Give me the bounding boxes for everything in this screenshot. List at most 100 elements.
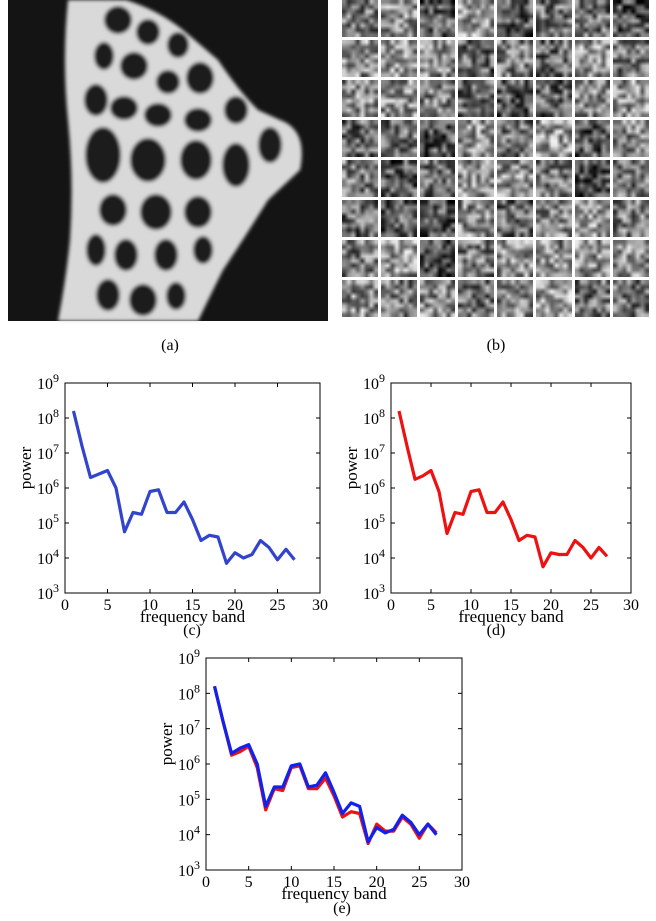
filter-patch <box>535 120 572 157</box>
filter-patch <box>458 200 494 237</box>
x-axis-label: frequency band <box>281 884 387 903</box>
caption-e: (e) <box>333 900 351 917</box>
x-tick-label: 30 <box>454 874 470 891</box>
y-tick-label: 104 <box>178 823 200 845</box>
filter-patch <box>458 120 494 157</box>
filter-patch <box>497 160 533 197</box>
y-tick-label: 107 <box>37 441 59 463</box>
caption-d: (d) <box>486 622 506 639</box>
x-tick-label: 10 <box>283 874 299 891</box>
filter-patch <box>419 40 456 77</box>
filter-patch <box>380 240 417 277</box>
series-line-1 <box>212 685 438 846</box>
filter-patch <box>458 280 494 317</box>
y-tick-label: 105 <box>178 787 200 809</box>
filter-patch <box>535 0 572 37</box>
caption-b: (b) <box>486 337 506 354</box>
series-line-1 <box>397 410 609 569</box>
y-tick-label: 108 <box>37 406 59 428</box>
y-axis-label: power <box>16 446 35 489</box>
filter-patch <box>419 280 456 317</box>
filter-patch <box>535 240 572 277</box>
filter-patch <box>497 120 533 157</box>
filter-patch <box>535 280 572 317</box>
filter-patch <box>380 80 417 117</box>
caption-a: (a) <box>161 337 179 354</box>
filter-patch <box>419 160 456 197</box>
y-tick-label: 105 <box>37 511 59 533</box>
bone-ct-image <box>8 0 328 321</box>
filter-patch <box>458 0 494 37</box>
x-tick-label: 10 <box>463 597 479 614</box>
plot-frame <box>390 382 632 594</box>
x-tick-label: 15 <box>503 597 519 614</box>
filter-patch <box>342 280 378 317</box>
y-tick-label: 108 <box>178 681 200 703</box>
filter-patch <box>419 120 456 157</box>
filter-patch <box>458 40 494 77</box>
plot-frame <box>205 657 463 871</box>
y-tick-label: 103 <box>37 581 59 603</box>
filter-patch <box>380 280 417 317</box>
y-axis-label: power <box>157 722 176 765</box>
x-tick-label: 20 <box>369 874 385 891</box>
filter-patch <box>497 200 533 237</box>
y-tick-label: 103 <box>363 581 385 603</box>
filter-patch <box>342 240 378 277</box>
filter-patch <box>613 40 649 77</box>
x-tick-label: 10 <box>142 597 158 614</box>
x-tick-label: 25 <box>411 874 427 891</box>
filter-patch <box>342 0 378 37</box>
filter-patch <box>574 0 611 37</box>
filter-patch <box>535 160 572 197</box>
y-tick-label: 107 <box>363 441 385 463</box>
x-tick-label: 15 <box>326 874 342 891</box>
filter-patch <box>613 280 649 317</box>
filter-patch <box>497 280 533 317</box>
x-tick-label: 30 <box>623 597 639 614</box>
filter-patch <box>574 160 611 197</box>
filter-patch <box>574 40 611 77</box>
power-spectrum-chart-e: 0 5 10 15 20 25 30 103 104 105 106 107 108 109 frequen… <box>157 646 470 903</box>
x-tick-label: 25 <box>583 597 599 614</box>
x-tick-label: 0 <box>202 874 210 891</box>
filter-patch <box>574 280 611 317</box>
y-tick-label: 105 <box>363 511 385 533</box>
filter-patch-grid <box>342 0 652 321</box>
filter-patch <box>380 0 417 37</box>
filter-patch <box>535 80 572 117</box>
series-line-1 <box>71 410 296 565</box>
filter-patch <box>380 200 417 237</box>
filter-patch <box>497 80 533 117</box>
x-axis-label: frequency band <box>140 607 246 626</box>
filter-patch <box>380 160 417 197</box>
filter-patch <box>613 240 649 277</box>
y-tick-label: 109 <box>37 371 59 393</box>
filter-patch <box>419 240 456 277</box>
caption-c: (c) <box>183 622 201 639</box>
filter-patch <box>458 160 494 197</box>
y-tick-label: 109 <box>363 371 385 393</box>
x-axis-label: frequency band <box>458 607 564 626</box>
y-tick-label: 108 <box>363 406 385 428</box>
power-spectrum-chart-d: 0 5 10 15 20 25 30 103 104 105 106 107 108 109 frequen… <box>342 371 639 626</box>
y-tick-label: 106 <box>178 752 200 774</box>
filter-patch <box>574 240 611 277</box>
y-tick-label: 107 <box>178 717 200 739</box>
x-tick-label: 20 <box>227 597 243 614</box>
y-axis-label: power <box>342 446 361 489</box>
filter-patch <box>380 40 417 77</box>
filter-patch <box>419 200 456 237</box>
filter-patch <box>613 0 649 37</box>
filter-patch <box>497 40 533 77</box>
filter-patch <box>535 40 572 77</box>
filter-patch <box>342 40 378 77</box>
filter-patch <box>613 120 649 157</box>
x-tick-label: 5 <box>427 597 435 614</box>
filter-patch <box>574 80 611 117</box>
filter-patch <box>342 80 378 117</box>
y-tick-label: 104 <box>363 546 385 568</box>
filter-patch <box>613 80 649 117</box>
y-tick-label: 104 <box>37 546 59 568</box>
filter-patch <box>497 240 533 277</box>
